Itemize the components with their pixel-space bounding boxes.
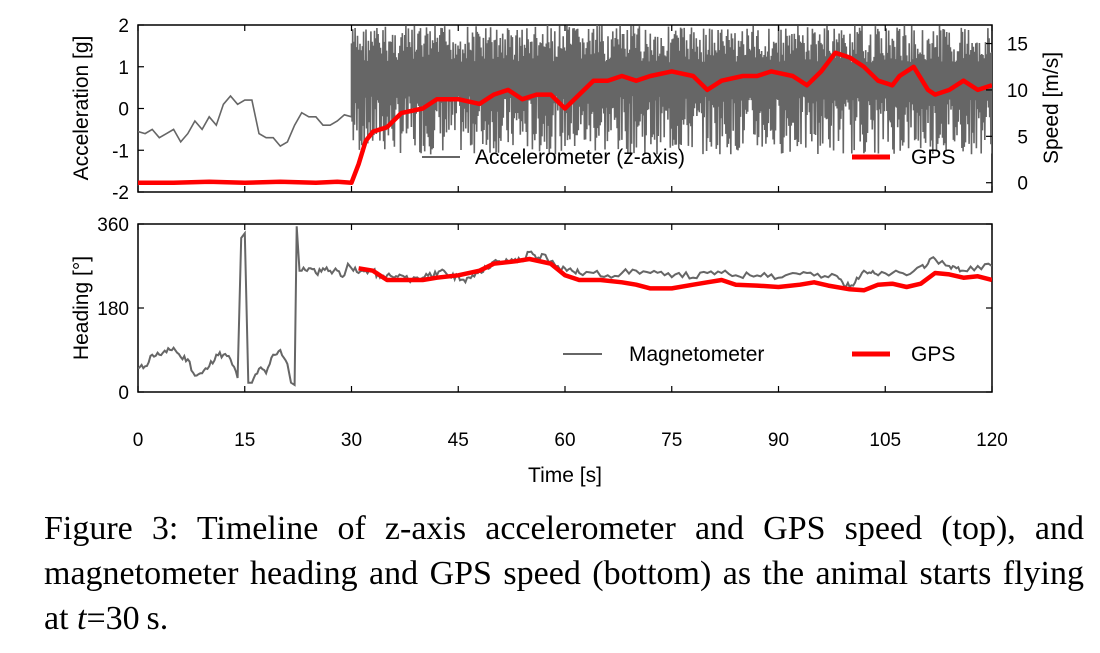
bottom-y-tick-label: 360	[97, 215, 129, 236]
accelerometer-series-line	[138, 25, 992, 155]
top-y-tick-label: 1	[118, 58, 129, 79]
bottom-plot-area	[138, 226, 992, 387]
figure-caption: Figure 3: Timeline of z-axis acceleromet…	[44, 506, 1084, 641]
legend-magnetometer-label: Magnetometer	[629, 343, 764, 366]
top-y2-tick-label: 15	[1007, 35, 1028, 56]
magnetometer-series-line	[138, 226, 992, 387]
caption-math-var: t	[77, 600, 87, 637]
gps-heading-series-line	[358, 256, 992, 293]
caption-math-rest: =30	[86, 600, 140, 637]
caption-text: Figure 3: Timeline of z-axis acceleromet…	[44, 510, 1084, 637]
bottom-y-label: Heading [°]	[70, 256, 93, 360]
x-tick-label: 75	[661, 430, 682, 451]
legend-gps-label-bottom: GPS	[911, 343, 955, 366]
bottom-y-tick-label: 0	[118, 383, 129, 404]
legend-gps-label-top: GPS	[911, 146, 955, 169]
top-y2-tick-label: 5	[1017, 127, 1028, 148]
top-y-tick-label: 0	[118, 100, 129, 121]
x-tick-label: 30	[341, 430, 362, 451]
top-y-tick-label: -1	[112, 141, 129, 162]
x-tick-label: 60	[554, 430, 575, 451]
x-tick-label: 90	[768, 430, 789, 451]
top-plot-area	[138, 25, 992, 185]
bottom-panel-frame	[137, 223, 993, 393]
top-y2-label: Speed [m/s]	[1040, 52, 1063, 164]
x-tick-label: 120	[976, 430, 1008, 451]
top-y2-tick-label: 10	[1007, 81, 1028, 102]
top-y-tick-label: -2	[112, 183, 129, 204]
legend-accelerometer-label: Accelerometer (z-axis)	[475, 146, 685, 169]
x-tick-label: 45	[448, 430, 469, 451]
x-tick-label: 0	[133, 430, 144, 451]
top-y-label: Acceleration [g]	[70, 36, 93, 181]
top-y-tick-label: 2	[118, 16, 129, 37]
caption-unit: s.	[146, 600, 169, 637]
bottom-axes: 0 15 30 45 60 75 90 105 120 360 180 0	[97, 215, 1008, 451]
x-tick-label: 105	[869, 430, 901, 451]
gps-speed-series-line	[138, 50, 992, 185]
top-y2-tick-label: 0	[1017, 174, 1028, 195]
x-axis-label: Time [s]	[528, 464, 602, 487]
bottom-y-tick-label: 180	[97, 299, 129, 320]
x-tick-label: 15	[234, 430, 255, 451]
